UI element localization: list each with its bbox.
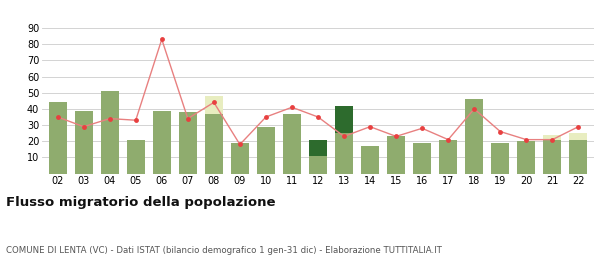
Bar [309, 156, 327, 174]
Bar [101, 91, 119, 174]
Bar [205, 96, 223, 114]
Bar [335, 133, 353, 174]
Bar [413, 143, 431, 174]
Bar [283, 114, 301, 174]
Bar [543, 135, 562, 140]
Bar [569, 140, 587, 174]
Bar [387, 136, 405, 174]
Bar [74, 111, 93, 174]
Bar [569, 133, 587, 140]
Bar [465, 99, 484, 174]
Bar [543, 140, 562, 174]
Bar [517, 141, 535, 174]
Bar [179, 112, 197, 174]
Bar [491, 143, 509, 174]
Bar [361, 146, 379, 174]
Bar [439, 140, 457, 174]
Bar [257, 127, 275, 174]
Bar [127, 140, 145, 174]
Bar [152, 111, 171, 174]
Text: Flusso migratorio della popolazione: Flusso migratorio della popolazione [6, 196, 275, 209]
Bar [309, 140, 327, 156]
Bar [335, 106, 353, 133]
Bar [49, 102, 67, 174]
Text: COMUNE DI LENTA (VC) - Dati ISTAT (bilancio demografico 1 gen-31 dic) - Elaboraz: COMUNE DI LENTA (VC) - Dati ISTAT (bilan… [6, 246, 442, 255]
Bar [231, 143, 249, 174]
Bar [205, 114, 223, 174]
